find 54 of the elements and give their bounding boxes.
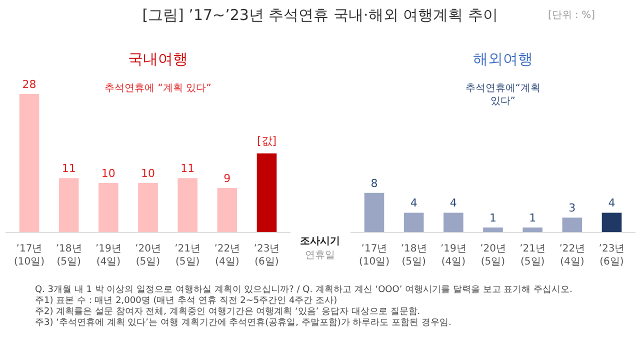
- data-label: 11: [62, 162, 76, 176]
- data-label: 1: [490, 212, 496, 225]
- text: 연휴일: [305, 250, 335, 262]
- x-tick-label: ’17년 (10일): [358, 244, 390, 268]
- bar: [404, 212, 424, 232]
- chart-subtitle: 국내여행: [128, 50, 188, 68]
- text: 추석연휴에 “계획 있다”: [104, 82, 212, 94]
- data-label: 9: [224, 172, 231, 185]
- bar: [19, 94, 40, 232]
- x-tick-label: ’17년 (10일): [14, 244, 45, 268]
- x-tick-label: ’22년 (4일): [214, 244, 240, 268]
- data-label: 4: [608, 196, 616, 210]
- text: 주3) ‘추석연휴에 계획 있다’는 여행 계획기간에 추석연휴(공휴일, 주말포함)가 하루라도 포함된 경우임.: [35, 318, 452, 328]
- bar: [444, 212, 464, 232]
- bar: [562, 218, 582, 232]
- data-label: 11: [180, 162, 195, 176]
- data-label: 10: [141, 167, 155, 180]
- chart-subtitle: 해외여행: [472, 50, 533, 68]
- data-label: 4: [450, 196, 457, 210]
- data-label: 10: [101, 167, 116, 180]
- data-label: 4: [410, 196, 418, 210]
- text: Q. 3개월 내 1 박 이상의 일정으로 여행하실 계획이 있으십니까? / Q. 계획하고 계신 ‘OOO’ 여행시기를 달력을 보고 표기해 주십시오.: [35, 285, 572, 295]
- text: 추석연휴에“계획 있다”: [465, 82, 540, 108]
- bar: [602, 212, 622, 232]
- data-label: 1: [529, 212, 536, 225]
- text: [단위 : %]: [548, 9, 595, 23]
- data-label: 28: [22, 78, 36, 91]
- text: 주2) 계획률은 설문 참여자 전체, 계획중인 여행기간은 여행계획 ‘있음’ 응답자 대상으로 질문함.: [35, 307, 420, 317]
- data-label: [값]: [256, 134, 277, 148]
- data-label: 8: [370, 176, 378, 190]
- text: 조사시기: [300, 236, 340, 247]
- x-tick-label: ’21년 (5일): [520, 244, 546, 268]
- x-tick-label: ’19년 (4일): [440, 244, 466, 268]
- x-tick-label: ’18년 (5일): [400, 244, 427, 268]
- bar: [256, 153, 277, 232]
- bar: [364, 192, 384, 232]
- x-tick-label: ’18년 (5일): [56, 244, 82, 268]
- x-tick-label: ’20년 (5일): [480, 244, 506, 268]
- bar: [217, 188, 238, 232]
- x-tick-label: ’19년 (4일): [95, 244, 122, 268]
- bar: [178, 178, 198, 232]
- text: 주1) 표본 수 : 매년 2,000명 (매년 추석 연휴 직전 2~5주간인 4주간 조사): [35, 296, 338, 306]
- x-tick-label: ’20년 (5일): [135, 244, 161, 268]
- x-tick-label: ’23년 (6일): [254, 244, 280, 268]
- chart-title: [그림] ’17~’23년 추석연휴 국내·해외 여행계획 추이: [142, 6, 498, 24]
- bar: [98, 183, 118, 232]
- bar: [483, 228, 503, 232]
- bar: [138, 183, 158, 232]
- x-tick-label: ’22년 (4일): [559, 244, 586, 268]
- bar: [522, 228, 542, 232]
- bar: [58, 178, 79, 232]
- x-tick-label: ’23년 (6일): [598, 244, 625, 268]
- data-label: 3: [568, 202, 576, 215]
- x-tick-label: ’21년 (5일): [174, 244, 201, 268]
